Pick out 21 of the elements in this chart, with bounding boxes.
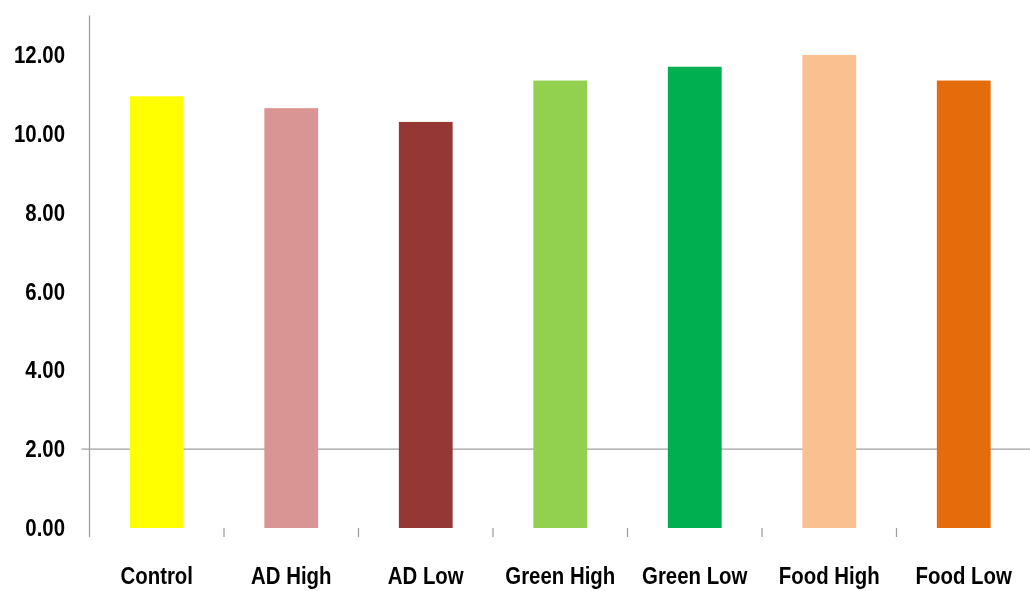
- y-tick-label: 2.00: [25, 435, 65, 463]
- y-tick-label: 10.00: [13, 120, 65, 148]
- x-tick-label: AD High: [251, 562, 332, 590]
- y-tick-label: 0.00: [25, 514, 65, 542]
- y-tick-label: 8.00: [25, 199, 65, 227]
- y-tick-label: 6.00: [25, 277, 65, 305]
- bar: [533, 80, 588, 528]
- bar: [398, 121, 453, 528]
- x-tick-label: AD Low: [387, 562, 465, 590]
- x-tick-label: Green Low: [642, 562, 749, 590]
- bar: [667, 66, 722, 528]
- bar: [129, 96, 184, 528]
- x-tick-label: Food Low: [915, 562, 1013, 590]
- x-tick-label: Green High: [505, 562, 616, 590]
- x-tick-label: Food High: [778, 562, 880, 590]
- bar: [264, 108, 319, 528]
- y-tick-label: 12.00: [13, 41, 65, 69]
- x-tick-label: Control: [120, 562, 193, 590]
- bar: [802, 54, 857, 528]
- bar: [936, 80, 991, 528]
- y-tick-label: 4.00: [25, 356, 65, 384]
